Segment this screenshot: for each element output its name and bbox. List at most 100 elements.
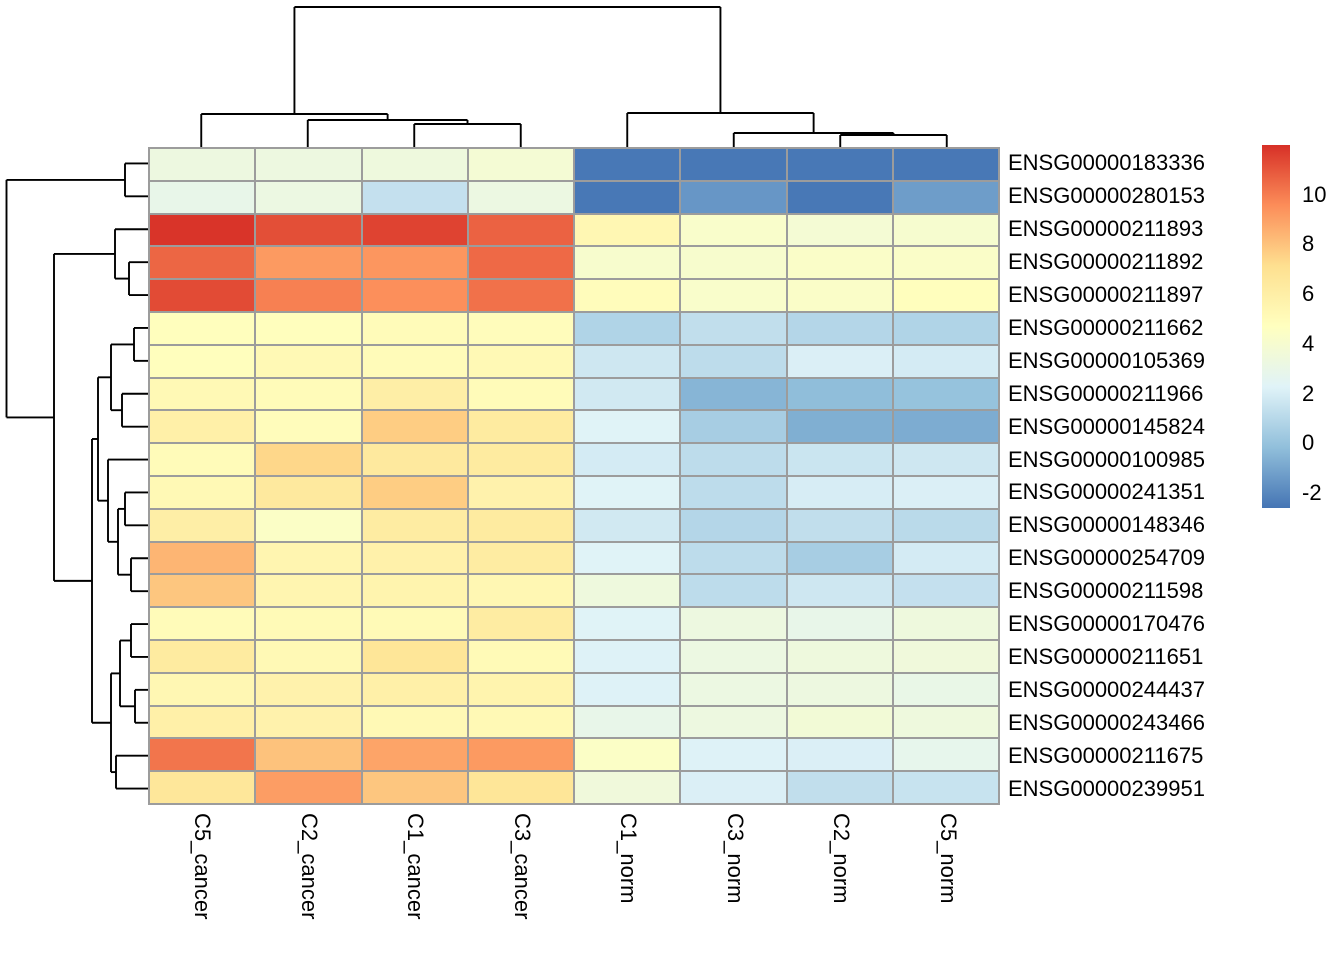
row-label: ENSG00000211893 xyxy=(1008,216,1204,242)
legend-tick-label: 4 xyxy=(1302,330,1315,356)
heatmap-cell xyxy=(361,541,468,575)
col-label: C1_cancer xyxy=(403,813,429,920)
heatmap-cell xyxy=(467,607,574,640)
row-label: ENSG00000170476 xyxy=(1008,611,1205,637)
heatmap-cell xyxy=(361,705,468,739)
heatmap-cell xyxy=(574,180,681,214)
heatmap-cell xyxy=(361,410,468,444)
legend-tick-label: 10 xyxy=(1302,181,1327,207)
heatmap-cell xyxy=(892,311,999,345)
heatmap-cell xyxy=(467,738,574,772)
row-label: ENSG00000105369 xyxy=(1008,347,1205,373)
heatmap-cell xyxy=(149,574,256,608)
heatmap-cell xyxy=(574,574,681,608)
row-label: ENSG00000244437 xyxy=(1008,676,1205,702)
heatmap-cell xyxy=(680,148,787,181)
row-label: ENSG00000100985 xyxy=(1008,446,1205,472)
heatmap-cell xyxy=(680,279,787,312)
heatmap-cell xyxy=(892,279,999,312)
heatmap-cell xyxy=(680,475,787,509)
heatmap-cell xyxy=(680,639,787,673)
heatmap-cell xyxy=(255,344,362,378)
heatmap-cell xyxy=(892,607,999,640)
heatmap-cell xyxy=(786,279,893,312)
heatmap-cell xyxy=(892,246,999,280)
heatmap-cell xyxy=(680,541,787,575)
heatmap-cell xyxy=(467,246,574,280)
heatmap-cell xyxy=(255,180,362,214)
heatmap-cell xyxy=(467,705,574,739)
heatmap-cell xyxy=(467,180,574,214)
col-label: C2_cancer xyxy=(296,813,322,920)
column-dendrogram xyxy=(200,6,948,147)
legend-tick-label: 0 xyxy=(1302,430,1315,456)
heatmap-cell xyxy=(255,443,362,476)
heatmap-cell xyxy=(574,607,681,640)
heatmap-cell xyxy=(574,639,681,673)
heatmap-cell xyxy=(149,672,256,706)
heatmap-cell xyxy=(892,771,999,804)
heatmap-cell xyxy=(149,639,256,673)
heatmap-cell xyxy=(255,639,362,673)
heatmap-cell xyxy=(255,607,362,640)
heatmap-cell xyxy=(786,213,893,247)
heatmap-cell xyxy=(680,574,787,608)
heatmap-cell xyxy=(149,311,256,345)
heatmap-cell xyxy=(149,705,256,739)
heatmap-cell xyxy=(149,410,256,444)
heatmap-cell xyxy=(680,443,787,476)
heatmap-cell xyxy=(786,574,893,608)
heatmap-cell xyxy=(467,475,574,509)
heatmap-cell xyxy=(255,705,362,739)
heatmap-cell xyxy=(574,344,681,378)
heatmap-cell xyxy=(361,279,468,312)
heatmap-cell xyxy=(361,672,468,706)
heatmap-cell xyxy=(361,607,468,640)
heatmap-cell xyxy=(255,410,362,444)
heatmap-cell xyxy=(574,508,681,542)
heatmap-cell xyxy=(786,246,893,280)
heatmap-cell xyxy=(786,705,893,739)
heatmap-cell xyxy=(361,180,468,214)
heatmap-cell xyxy=(149,771,256,804)
heatmap-cell xyxy=(467,148,574,181)
heatmap-cell xyxy=(361,148,468,181)
heatmap-cell xyxy=(361,738,468,772)
col-label: C5_norm xyxy=(935,813,961,904)
heatmap-cell xyxy=(892,410,999,444)
heatmap-cell xyxy=(255,574,362,608)
row-label: ENSG00000211897 xyxy=(1008,282,1204,308)
heatmap-cell xyxy=(467,344,574,378)
heatmap-cell xyxy=(680,607,787,640)
row-label: ENSG00000243466 xyxy=(1008,709,1205,735)
heatmap-cell xyxy=(574,148,681,181)
legend-tick-label: 8 xyxy=(1302,231,1315,257)
heatmap-cell xyxy=(361,311,468,345)
row-dendrogram xyxy=(5,162,148,790)
col-label: C3_norm xyxy=(722,813,748,904)
heatmap-cell xyxy=(680,672,787,706)
col-label: C3_cancer xyxy=(509,813,535,920)
col-label: C5_cancer xyxy=(190,813,216,920)
heatmap-cell xyxy=(680,180,787,214)
heatmap-cell xyxy=(680,771,787,804)
heatmap-cell xyxy=(574,311,681,345)
heatmap-cell xyxy=(255,738,362,772)
heatmap-cell xyxy=(467,410,574,444)
heatmap-cell xyxy=(361,508,468,542)
heatmap-cell xyxy=(255,311,362,345)
heatmap-cell xyxy=(149,541,256,575)
heatmap-cell xyxy=(786,771,893,804)
heatmap-cell xyxy=(149,213,256,247)
heatmap-cell xyxy=(574,738,681,772)
heatmap-cell xyxy=(361,771,468,804)
heatmap-cell xyxy=(786,344,893,378)
heatmap-cell xyxy=(255,148,362,181)
row-label: ENSG00000145824 xyxy=(1008,413,1205,439)
heatmap-cell xyxy=(467,311,574,345)
heatmap-cell xyxy=(574,771,681,804)
heatmap-cell xyxy=(786,410,893,444)
row-label: ENSG00000211966 xyxy=(1008,380,1204,406)
heatmap-cell xyxy=(361,246,468,280)
heatmap-cell xyxy=(255,213,362,247)
